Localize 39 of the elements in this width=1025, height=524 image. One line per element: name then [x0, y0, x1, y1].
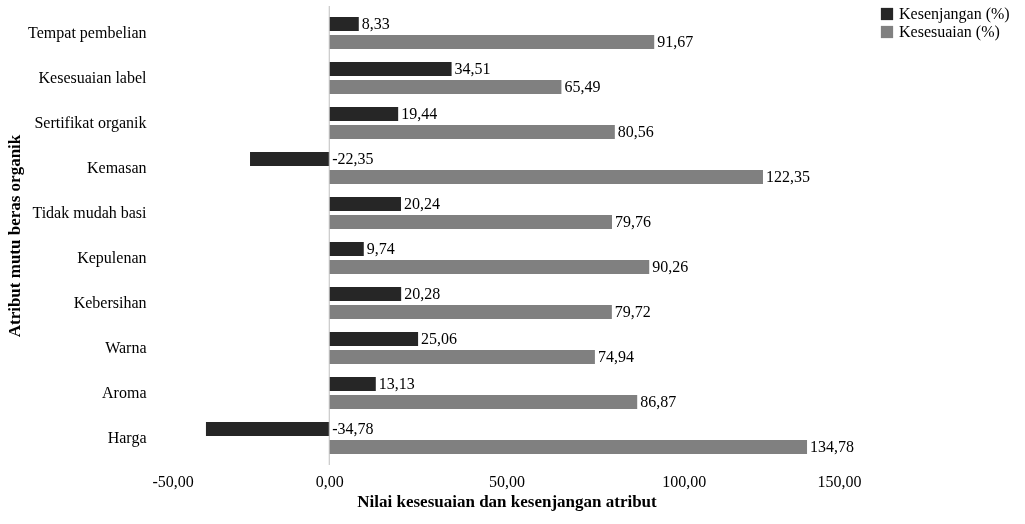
data-label: 20,24 [404, 195, 440, 212]
data-label: 34,51 [454, 60, 491, 77]
y-tick-label: Kesesuaian label [38, 69, 148, 86]
data-label: 19,44 [401, 105, 438, 122]
y-tick-label: Tempat pembelian [28, 24, 147, 42]
legend-label: Kesesuaian (%) [899, 23, 1000, 41]
data-label: 74,94 [597, 348, 634, 365]
y-tick-label: Warna [105, 339, 147, 356]
y-tick-label: Kepulenan [77, 249, 147, 267]
data-label: 79,76 [615, 213, 651, 230]
data-label: 9,74 [366, 240, 395, 257]
x-tick-label: 50,00 [489, 472, 525, 490]
data-label: 122,35 [765, 168, 810, 185]
data-label: 90,26 [652, 258, 689, 275]
data-label: 25,06 [421, 330, 458, 347]
data-label: 91,67 [657, 33, 694, 50]
x-axis-title: Nilai kesesuaian dan kesenjangan atribut [357, 491, 658, 511]
data-label: 8,33 [361, 15, 390, 32]
data-label: 79,72 [614, 303, 651, 320]
data-label: 13,13 [378, 375, 415, 392]
x-tick-label: 0,00 [315, 472, 344, 490]
x-tick-label: -50,00 [152, 472, 194, 490]
y-tick-label: Sertifikat organik [34, 114, 147, 132]
y-axis-title: Atribut mutu beras organik [5, 134, 25, 338]
x-tick-label: 150,00 [817, 472, 862, 490]
y-tick-label: Aroma [102, 384, 147, 401]
data-label: 86,87 [640, 393, 677, 410]
data-label: 134,78 [810, 438, 855, 455]
data-label: 80,56 [617, 123, 654, 140]
legend-label: Kesenjangan (%) [899, 5, 1010, 23]
y-tick-label: Harga [107, 429, 147, 447]
y-tick-label: Tidak mudah basi [32, 204, 148, 221]
y-tick-label: Kemasan [86, 159, 147, 176]
data-label: -22,35 [332, 150, 374, 167]
data-label: -34,78 [332, 420, 374, 437]
y-tick-label: Kebersihan [73, 294, 147, 311]
data-label: 65,49 [564, 78, 601, 95]
x-tick-label: 100,00 [662, 472, 707, 490]
data-label: 20,28 [404, 285, 441, 302]
